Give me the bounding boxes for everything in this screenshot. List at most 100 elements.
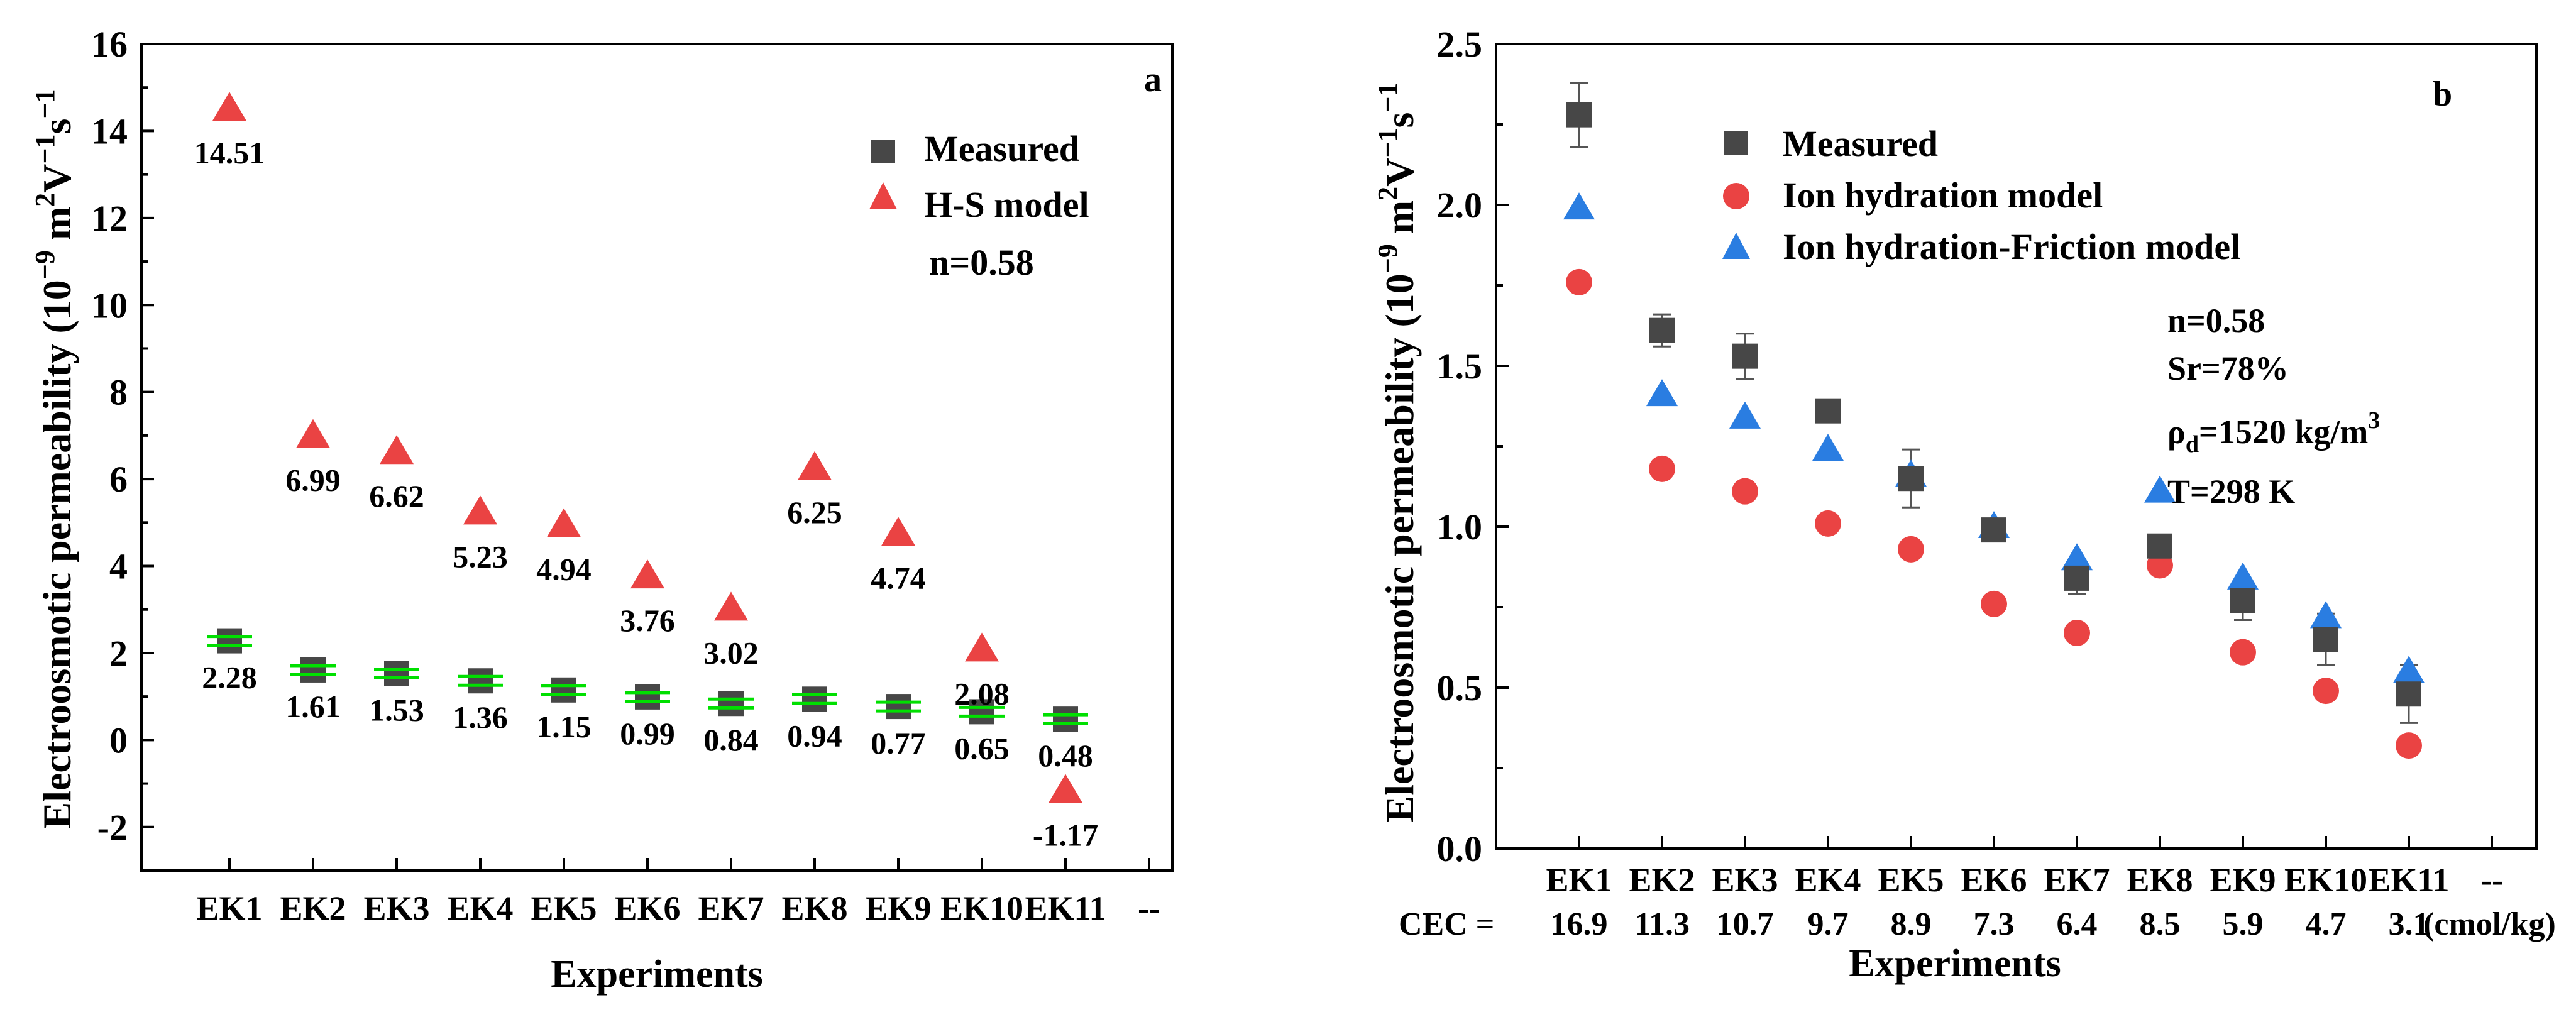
hs-model-point <box>463 495 497 525</box>
measured-data-label: 0.48 <box>1038 738 1093 773</box>
ylabel-b-sup3: −1 <box>1372 128 1403 158</box>
hs-model-data-label: 4.74 <box>871 560 926 595</box>
measured-point <box>1815 398 1841 424</box>
measured-data-label: 1.61 <box>285 689 341 724</box>
x-tick-label: EK9 <box>865 889 931 927</box>
measured-point <box>384 661 409 686</box>
cec-value-label: 7.3 <box>1974 906 2015 942</box>
legend-marker-hs-model <box>869 182 897 209</box>
hs-model-point <box>881 517 915 546</box>
x-tick-label: EK8 <box>2127 861 2193 899</box>
cec-value-label: 5.9 <box>2223 906 2264 942</box>
hs-model-data-label: 5.23 <box>453 539 508 574</box>
cec-value-label: 4.7 <box>2306 906 2347 942</box>
y-tick-label: 0.0 <box>1437 828 1483 869</box>
hs-model-point <box>547 508 581 537</box>
measured-point <box>551 677 576 703</box>
x-tick-label: EK5 <box>531 889 597 927</box>
ion-hydration-point <box>1649 455 1675 482</box>
measured-point <box>2230 588 2255 613</box>
measured-point <box>2147 533 2172 559</box>
legend-marker-ion-hydration-friction <box>1722 233 1750 259</box>
cec-value-label: 8.9 <box>1891 906 1932 942</box>
ion-hydration-friction-point <box>2227 562 2259 590</box>
ylabel-a-mid1: m <box>35 207 79 250</box>
ion-hydration-point <box>1732 478 1758 505</box>
ion-hydration-friction-point <box>2061 543 2093 571</box>
ylabel-a-sup3: −1 <box>30 135 60 164</box>
hs-model-data-label: 6.99 <box>285 463 341 498</box>
y-tick-label: 2 <box>109 633 128 674</box>
y-tick-label: 8 <box>109 372 128 413</box>
x-tick-label: EK9 <box>2210 861 2276 899</box>
hs-model-point <box>380 435 414 465</box>
y-tick-label: 2.5 <box>1437 24 1483 65</box>
cec-value-label: 9.7 <box>1808 906 1849 942</box>
ylabel-a-sup2: 2 <box>30 193 60 207</box>
measured-data-label: 1.53 <box>369 692 424 727</box>
panel-a-ylabel: Electroosmotic permeability (10−9 m2V−1s… <box>30 89 79 829</box>
legend-label-ion-hydration-friction: Ion hydration-Friction model <box>1783 226 2240 267</box>
legend-label-hs-model: H-S model <box>924 184 1089 225</box>
x-tick-label: EK11 <box>2368 861 2449 899</box>
panel-b-annotations: n=0.58 Sr=78% ρd=1520 kg/m3 T=298 K <box>2167 302 2380 510</box>
cec-prefix: CEC = <box>1399 906 1494 942</box>
ion-hydration-point <box>2313 678 2339 705</box>
hs-model-point <box>212 92 246 121</box>
ylabel-b-sup2: 2 <box>1372 187 1403 201</box>
measured-point <box>217 628 242 654</box>
panel-b-label: b <box>2433 75 2452 114</box>
measured-data-label: 2.28 <box>202 660 257 695</box>
ylabel-a-sup4: −1 <box>30 89 60 119</box>
x-tick-label: EK2 <box>280 889 346 927</box>
ion-hydration-point <box>1981 590 2007 617</box>
ion-hydration-point <box>1815 510 1841 537</box>
y-tick-label: 0 <box>109 720 128 761</box>
measured-point <box>886 694 911 720</box>
annotation-rho-sub: d <box>2186 431 2199 458</box>
ion-hydration-friction-point <box>1646 379 1678 407</box>
panel-b-frame <box>1495 43 2538 850</box>
measured-point <box>1981 517 2006 543</box>
hs-model-point <box>296 419 330 448</box>
panel-b-xlabel: Experiments <box>1849 942 2061 985</box>
ylabel-b-mid3: s <box>1377 113 1422 128</box>
x-tick-label: EK1 <box>196 889 262 927</box>
x-tick-label: EK7 <box>698 889 764 927</box>
panel-b-plot-area: 0.0 0.5 1.0 1.5 2.0 2.5 EK1 EK2 EK3 EK4 EK5 EK6 EK7 E… <box>1437 24 2503 942</box>
measured-point <box>718 691 744 717</box>
hs-model-data-label: -1.17 <box>1033 817 1098 852</box>
y-tick-label: 12 <box>91 198 128 239</box>
ion-hydration-friction-point <box>1563 192 1595 220</box>
measured-point <box>1053 706 1078 732</box>
ion-hydration-point <box>2064 619 2090 646</box>
measured-data-label: 0.84 <box>703 722 759 757</box>
cec-value-label: 16.9 <box>1551 906 1608 942</box>
panel-b: 0.0 0.5 1.0 1.5 2.0 2.5 EK1 EK2 EK3 EK4 EK5 EK6 EK7 E… <box>1372 24 2556 985</box>
measured-point <box>1566 102 1592 128</box>
ylabel-b-main: Electroosmotic permeability (10 <box>1377 273 1422 822</box>
measured-point <box>300 657 326 683</box>
annotation-rho-main: ρ <box>2167 413 2186 451</box>
ylabel-b-sup4: −1 <box>1372 83 1403 113</box>
x-tick-label: EK10 <box>940 889 1023 927</box>
ion-hydration-friction-point <box>2393 656 2425 683</box>
measured-data-label: 1.36 <box>453 700 508 735</box>
measured-point <box>468 668 493 694</box>
measured-data-label: 0.65 <box>954 730 1010 766</box>
hs-model-point <box>1049 774 1082 803</box>
annotation-rho-sup: 3 <box>2368 407 2380 434</box>
panel-a-legend: Measured H-S model n=0.58 <box>869 128 1089 283</box>
ion-hydration-point <box>2396 732 2422 759</box>
hs-model-data-label: 6.62 <box>369 478 424 514</box>
x-tick-label: EK4 <box>447 889 513 927</box>
x-tick-label: EK7 <box>2044 861 2110 899</box>
panel-a: -2 0 2 4 6 8 10 12 14 16 EK1 EK2 EK3 EK4 EK5 EK6 EK7 EK8 E… <box>30 24 1174 996</box>
cec-value-label: 8.5 <box>2140 906 2181 942</box>
panel-a-frame <box>140 43 1174 872</box>
hs-model-data-label: 6.25 <box>787 495 842 530</box>
ion-hydration-friction-point <box>1729 401 1761 429</box>
measured-point <box>802 686 827 712</box>
ylabel-b-mid2: V <box>1377 158 1422 187</box>
